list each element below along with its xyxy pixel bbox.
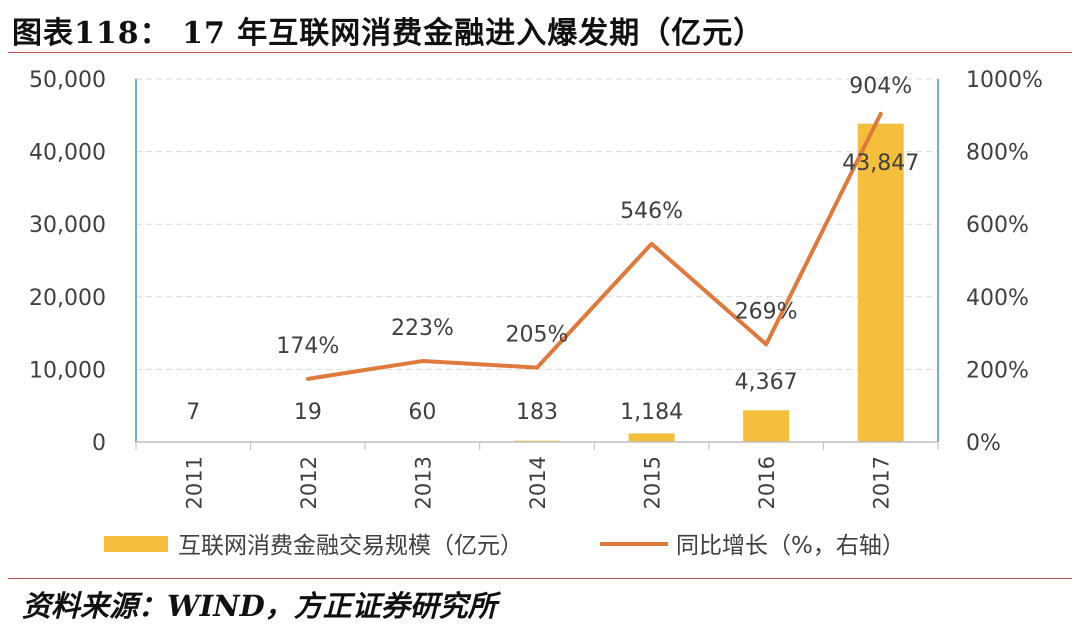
line-value-label: 904% — [849, 74, 912, 99]
y-right-tick-label: 800% — [966, 141, 1029, 166]
line-value-label: 205% — [506, 323, 569, 348]
legend-bar-swatch — [104, 536, 168, 552]
bar-value-label: 4,367 — [735, 370, 798, 395]
legend-line-label: 同比增长（%，右轴） — [676, 533, 905, 559]
bar-value-label: 183 — [516, 400, 558, 425]
y-right-tick-label: 400% — [966, 286, 1029, 311]
legend: 互联网消费金融交易规模（亿元） 同比增长（%，右轴） — [104, 533, 905, 559]
y-left-tick-label: 0 — [92, 431, 106, 456]
x-tick-label: 2014 — [526, 456, 550, 509]
y-right-tick-label: 1000% — [966, 68, 1043, 93]
line-value-label: 174% — [276, 334, 339, 359]
bar-value-label: 60 — [408, 400, 436, 425]
x-tick-label: 2015 — [641, 456, 665, 509]
growth-line — [305, 111, 883, 381]
y-left-tick-label: 30,000 — [29, 213, 106, 238]
y-right-tick-label: 0% — [966, 431, 1001, 456]
line-value-label: 223% — [391, 316, 454, 341]
bar — [628, 433, 675, 442]
x-tick-label: 2012 — [297, 456, 321, 509]
y-left-tick-label: 40,000 — [29, 141, 106, 166]
bars — [170, 123, 904, 442]
y-left-tick-label: 20,000 — [29, 286, 106, 311]
bar-value-label: 7 — [186, 400, 200, 425]
chart-title: 图表118： 17 年互联网消费金融进入爆发期（亿元） — [12, 16, 765, 51]
x-tick-label: 2013 — [411, 456, 435, 509]
bar-value-label: 19 — [294, 400, 322, 425]
title-divider — [8, 52, 1072, 53]
line-value-label: 269% — [735, 299, 798, 324]
data-labels: 7 19 60 183 1,184 4,367 43,847 174% 223% 205% 546%… — [186, 74, 919, 425]
bar — [857, 123, 904, 442]
y-left-tick-label: 50,000 — [29, 68, 106, 93]
source-divider — [8, 578, 1072, 579]
y-left-tick-label: 10,000 — [29, 358, 106, 383]
chart: 0 10,000 20,000 30,000 40,000 50,000 0% 200% 400… — [29, 68, 1043, 559]
source-note: 资料来源：WIND，方正证券研究所 — [22, 589, 497, 623]
y-right-tick-label: 200% — [966, 358, 1029, 383]
bar-value-label: 43,847 — [842, 151, 919, 176]
bar — [743, 410, 790, 442]
y-right-tick-label: 600% — [966, 213, 1029, 238]
axes: 0 10,000 20,000 30,000 40,000 50,000 0% 200% 400… — [29, 68, 1043, 509]
x-tick-label: 2017 — [870, 456, 894, 509]
line-value-label: 546% — [620, 199, 683, 224]
x-tick-label: 2011 — [182, 456, 206, 509]
legend-bar-label: 互联网消费金融交易规模（亿元） — [178, 533, 523, 559]
x-tick-label: 2016 — [755, 456, 779, 509]
growth-line-path — [305, 111, 883, 381]
bar-value-label: 1,184 — [620, 400, 683, 425]
